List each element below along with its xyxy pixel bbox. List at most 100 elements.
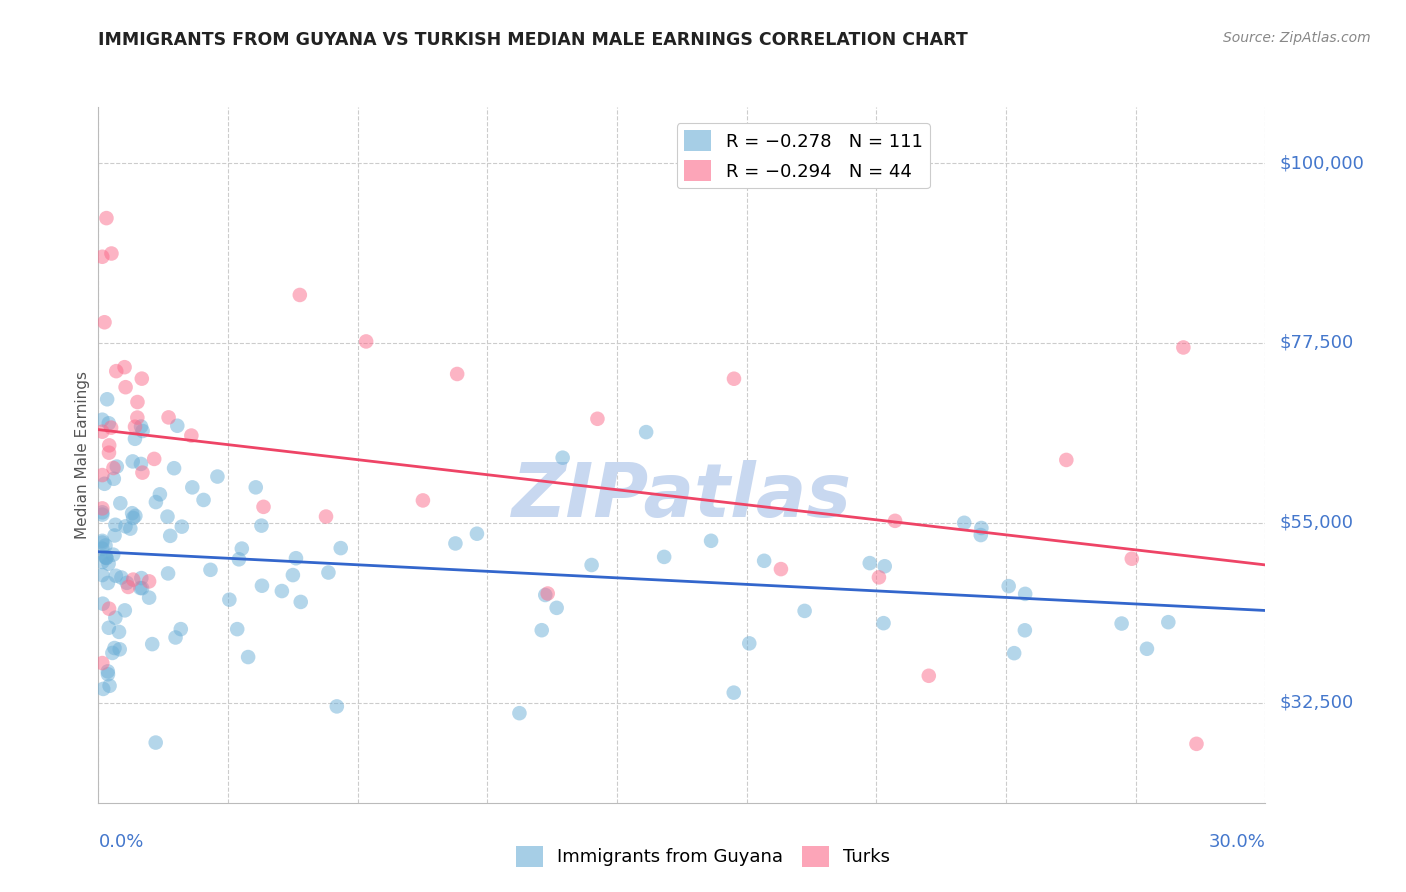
Point (1136, 641, 1159, 656)
Point (122, 511, 145, 525)
Point (1054, 453, 1077, 467)
Point (93, 476, 115, 491)
Point (108, 624, 131, 639)
Point (581, 558, 603, 572)
Point (97, 621, 120, 635)
Point (245, 480, 267, 494)
Point (100, 420, 122, 434)
Point (91, 541, 114, 556)
Point (508, 706, 530, 721)
Point (252, 500, 274, 514)
Point (131, 581, 153, 595)
Point (97, 667, 120, 681)
Point (193, 492, 215, 507)
Point (96, 550, 118, 565)
Point (354, 334, 377, 349)
Point (127, 395, 149, 409)
Point (91, 555, 114, 569)
Point (138, 591, 160, 605)
Point (138, 574, 160, 589)
Point (231, 541, 253, 556)
Y-axis label: Median Male Earnings: Median Male Earnings (75, 371, 90, 539)
Point (145, 495, 167, 509)
Text: $32,500: $32,500 (1279, 694, 1354, 712)
Point (534, 588, 557, 602)
Point (97, 417, 120, 431)
Point (124, 419, 146, 434)
Point (101, 646, 124, 660)
Point (652, 549, 675, 564)
Point (228, 552, 250, 566)
Point (129, 581, 152, 595)
Point (114, 360, 136, 375)
Point (752, 554, 775, 568)
Text: 0.0%: 0.0% (98, 833, 143, 851)
Text: 30.0%: 30.0% (1209, 833, 1265, 851)
Point (236, 650, 259, 665)
Point (97, 576, 120, 591)
Point (91, 468, 114, 483)
Point (108, 642, 131, 657)
Point (91, 535, 114, 549)
Point (129, 419, 152, 434)
Point (793, 604, 815, 618)
Point (859, 556, 882, 570)
Point (165, 631, 187, 645)
Point (96, 211, 118, 226)
Point (170, 519, 193, 533)
Point (180, 428, 202, 442)
Point (769, 562, 792, 576)
Point (326, 699, 349, 714)
Point (1157, 615, 1180, 629)
Point (970, 521, 993, 535)
Point (121, 506, 143, 520)
Point (700, 533, 723, 548)
Point (157, 410, 180, 425)
Point (170, 622, 193, 636)
Point (530, 623, 553, 637)
Point (104, 568, 127, 582)
Point (131, 571, 153, 585)
Point (121, 454, 143, 468)
Point (1185, 737, 1208, 751)
Legend: Immigrants from Guyana, Turks: Immigrants from Guyana, Turks (509, 838, 897, 874)
Point (218, 592, 240, 607)
Point (953, 516, 976, 530)
Point (114, 519, 136, 533)
Point (446, 367, 468, 381)
Point (98, 446, 121, 460)
Point (156, 509, 179, 524)
Point (94, 539, 117, 553)
Point (873, 559, 896, 574)
Point (207, 469, 229, 483)
Point (723, 685, 745, 699)
Point (91, 508, 114, 522)
Text: $77,500: $77,500 (1279, 334, 1354, 352)
Point (98, 679, 121, 693)
Point (94, 550, 117, 565)
Point (290, 595, 312, 609)
Point (444, 536, 467, 550)
Point (91, 533, 114, 548)
Point (103, 461, 125, 475)
Point (98, 601, 121, 615)
Point (131, 424, 153, 438)
Point (281, 568, 304, 582)
Text: ZIPatlas: ZIPatlas (512, 460, 852, 533)
Point (412, 493, 434, 508)
Point (124, 432, 146, 446)
Point (100, 246, 122, 260)
Point (1173, 341, 1195, 355)
Point (159, 529, 181, 543)
Point (91, 656, 114, 670)
Point (114, 603, 136, 617)
Point (318, 566, 340, 580)
Point (122, 573, 145, 587)
Point (131, 371, 153, 385)
Point (131, 466, 153, 480)
Point (997, 579, 1019, 593)
Point (145, 735, 167, 749)
Point (110, 496, 132, 510)
Point (103, 548, 125, 562)
Point (586, 411, 609, 425)
